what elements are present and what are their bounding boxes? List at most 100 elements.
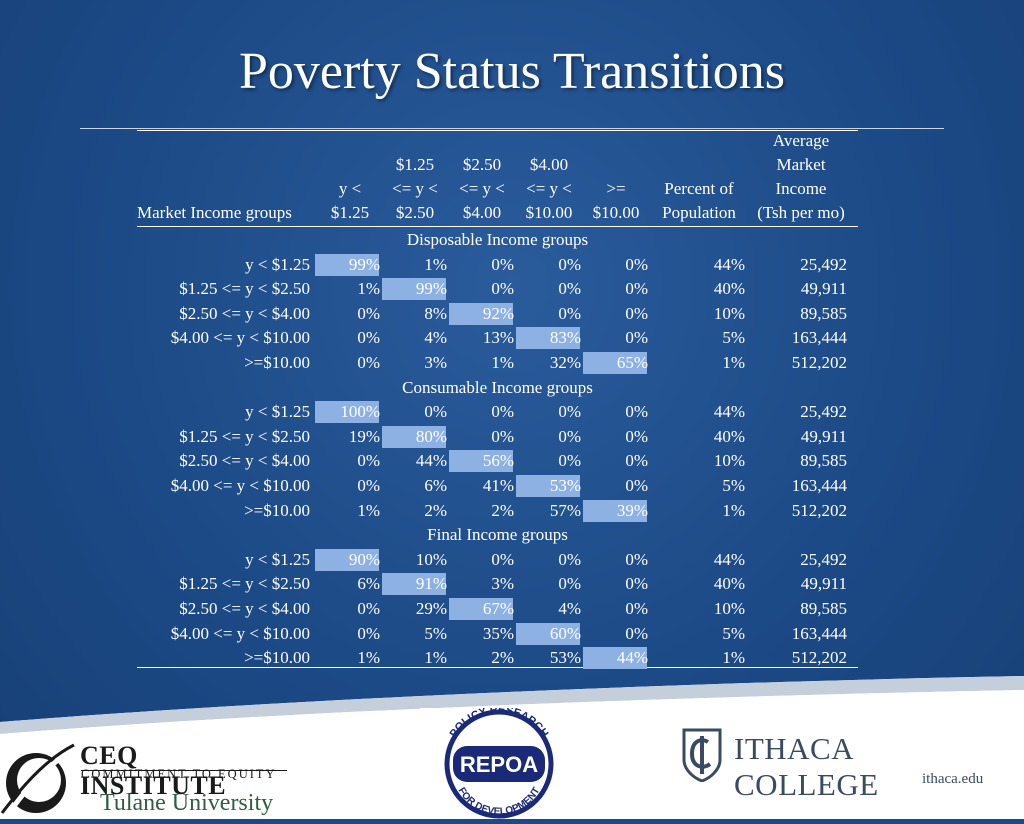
transition-cell: 0%	[625, 549, 648, 569]
transition-cell: 80%	[415, 426, 447, 446]
diagonal-highlight	[382, 278, 446, 301]
transition-cell: 0%	[625, 254, 648, 274]
average-market-income: 163,444	[791, 623, 847, 643]
transition-cell: 53%	[549, 648, 581, 668]
transition-cell: 32%	[549, 353, 581, 372]
transition-cell: 0%	[357, 353, 380, 372]
ceq-line1: CEQ INSTITUTE	[80, 741, 227, 800]
row-group-label: $4.00 <= y < $10.00	[170, 476, 310, 495]
transition-cell: 1%	[357, 500, 380, 520]
transition-cell: 19%	[348, 426, 380, 446]
transition-cell: 83%	[549, 328, 581, 348]
transition-cell: 53%	[549, 476, 581, 495]
ceq-institute-logo: CEQ INSTITUTE COMMITMENT TO EQUITY Tulan…	[0, 741, 288, 819]
percent-of-population: 40%	[713, 574, 745, 594]
header-market-income-groups: Market Income groups	[137, 203, 292, 222]
header-rule	[137, 226, 858, 227]
diagonal-highlight	[583, 352, 647, 374]
header-col3-line1: $2.50	[462, 155, 502, 174]
transition-cell: 1%	[491, 353, 514, 372]
transition-cell: 0%	[357, 328, 380, 348]
transition-cell: 0%	[625, 451, 648, 471]
transition-cell: 13%	[482, 328, 514, 348]
transition-cell: 0%	[558, 549, 581, 569]
row-group-label: $1.25 <= y < $2.50	[179, 279, 310, 299]
diagonal-highlight	[449, 302, 513, 325]
diagonal-highlight	[315, 548, 379, 571]
row-group-label: >=$10.00	[244, 353, 310, 372]
average-market-income: 89,585	[800, 451, 847, 471]
transition-cell: 0%	[558, 303, 581, 323]
header-avg-line2: Market	[776, 155, 826, 174]
transition-cell: 0%	[357, 599, 380, 618]
repoa-logo: REPOA POLICY RESEARCH FOR DEVELOPMENT	[420, 704, 578, 819]
row-group-label: $1.25 <= y < $2.50	[179, 426, 310, 446]
transition-cell: 0%	[558, 451, 581, 471]
transition-cell: 6%	[424, 476, 447, 495]
transition-cell: 0%	[357, 623, 380, 643]
percent-of-population: 10%	[713, 599, 745, 618]
diagonal-highlight	[583, 499, 647, 522]
transition-cell: 29%	[415, 599, 447, 618]
row-group-label: y < $1.25	[245, 549, 310, 569]
average-market-income: 512,202	[791, 500, 847, 520]
transition-cell: 99%	[348, 254, 380, 274]
transition-cell: 0%	[558, 279, 581, 299]
transition-cell: 0%	[424, 402, 447, 422]
percent-of-population: 1%	[722, 353, 745, 372]
section-label: Consumable Income groups	[402, 377, 593, 397]
table-top-rule	[137, 130, 858, 131]
average-market-income: 512,202	[791, 353, 847, 372]
transition-cell: 100%	[340, 402, 380, 422]
average-market-income: 25,492	[800, 549, 847, 569]
transition-cell: 57%	[549, 500, 581, 520]
header-col2-line2: <= y <	[392, 179, 438, 198]
average-market-income: 163,444	[791, 476, 847, 495]
transition-cell: 1%	[424, 254, 447, 274]
transition-cell: 2%	[424, 500, 447, 520]
ceq-emblem-icon	[0, 743, 78, 819]
average-market-income: 49,911	[800, 574, 847, 594]
transition-cell: 10%	[415, 549, 447, 569]
transition-cell: 0%	[625, 328, 648, 348]
header-col5-line2: $10.00	[592, 203, 640, 222]
header-col2-line1: $1.25	[395, 155, 435, 174]
diagonal-highlight	[382, 573, 446, 596]
diagonal-highlight	[449, 450, 513, 473]
ceq-divider	[81, 770, 287, 771]
average-market-income: 25,492	[800, 254, 847, 274]
row-group-label: >=$10.00	[244, 500, 310, 520]
percent-of-population: 44%	[713, 549, 745, 569]
transition-cell: 8%	[424, 303, 447, 323]
row-group-label: >=$10.00	[244, 648, 310, 668]
average-market-income: 512,202	[791, 648, 847, 668]
header-col5-line1: >=	[606, 179, 626, 198]
transition-cell: 39%	[616, 500, 648, 520]
transition-cell: 0%	[357, 476, 380, 495]
ithaca-name: ITHACA COLLEGE	[734, 731, 879, 802]
diagonal-highlight	[516, 327, 580, 350]
average-market-income: 25,492	[800, 402, 847, 422]
transition-cell: 67%	[482, 599, 514, 618]
transition-cell: 44%	[616, 648, 648, 668]
header-col4-line3: $10.00	[525, 203, 573, 222]
diagonal-highlight	[516, 622, 580, 645]
transition-cell: 44%	[415, 451, 447, 471]
header-pct-line1: Percent of	[664, 179, 734, 198]
transition-cell: 99%	[415, 279, 447, 299]
title-rule	[80, 128, 944, 129]
table-bottom-rule	[137, 667, 858, 668]
transition-cell: 0%	[558, 574, 581, 594]
transition-cell: 1%	[424, 648, 447, 668]
header-col4-line1: $4.00	[529, 155, 569, 174]
transition-cell: 3%	[424, 353, 447, 372]
percent-of-population: 40%	[713, 279, 745, 299]
row-group-label: y < $1.25	[245, 254, 310, 274]
transition-cell: 0%	[625, 574, 648, 594]
transition-cell: 56%	[482, 451, 514, 471]
header-col1-line1: y <	[338, 179, 362, 198]
diagonal-highlight	[315, 401, 379, 424]
header-col4-line2: <= y <	[526, 179, 572, 198]
diagonal-highlight	[516, 475, 580, 497]
transition-cell: 0%	[491, 279, 514, 299]
